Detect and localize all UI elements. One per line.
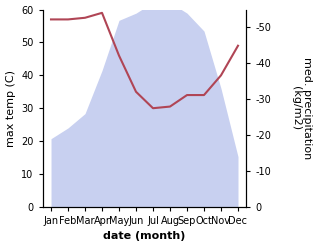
X-axis label: date (month): date (month) — [103, 231, 186, 242]
Y-axis label: max temp (C): max temp (C) — [5, 70, 16, 147]
Y-axis label: med. precipitation
(kg/m2): med. precipitation (kg/m2) — [291, 57, 313, 159]
